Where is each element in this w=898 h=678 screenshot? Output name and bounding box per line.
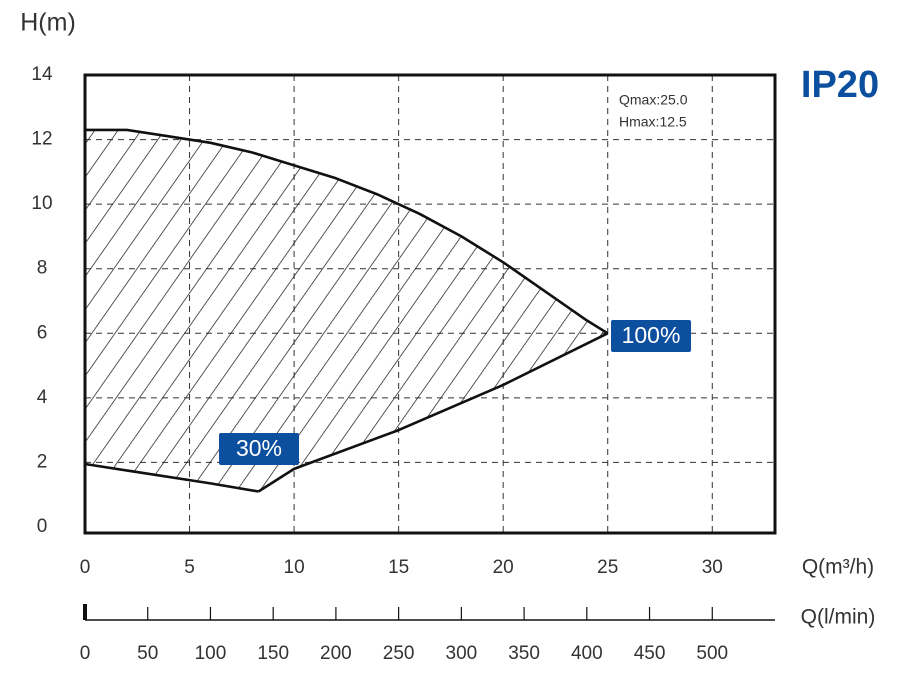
x-tick-label: 15 bbox=[388, 557, 409, 578]
x2-tick-label: 50 bbox=[137, 643, 158, 664]
x-tick-label: 20 bbox=[493, 557, 514, 578]
series-label: 100% bbox=[622, 322, 681, 348]
y-tick-label: 0 bbox=[37, 516, 48, 537]
x-tick-label: 0 bbox=[80, 557, 91, 578]
x2-tick-label: 100 bbox=[195, 643, 227, 664]
series-label-box bbox=[219, 433, 299, 465]
y-tick-label: 4 bbox=[37, 387, 48, 408]
y-tick-label: 8 bbox=[37, 258, 48, 279]
y-axis-label: H(m) bbox=[20, 9, 76, 37]
series-label-box bbox=[611, 320, 691, 352]
y-tick-label: 10 bbox=[31, 193, 52, 214]
curve bbox=[85, 128, 609, 335]
x2-tick-label: 250 bbox=[383, 643, 415, 664]
operating-range bbox=[85, 129, 608, 492]
y-tick-label: 14 bbox=[31, 64, 53, 85]
curve bbox=[257, 332, 609, 493]
x2-tick-label: 500 bbox=[696, 643, 728, 664]
x2-tick-label: 200 bbox=[320, 643, 352, 664]
chart-title: IP20 bbox=[801, 64, 879, 106]
series-label: 30% bbox=[236, 435, 282, 461]
x2-tick-label: 150 bbox=[257, 643, 289, 664]
x2-tick-label: 0 bbox=[80, 643, 91, 664]
x-tick-label: 25 bbox=[597, 557, 618, 578]
x2-tick-label: 450 bbox=[634, 643, 666, 664]
x-tick-label: 5 bbox=[184, 557, 195, 578]
x2-tick-label: 400 bbox=[571, 643, 603, 664]
x2-tick-label: 350 bbox=[508, 643, 540, 664]
annotation: Hmax:12.5 bbox=[619, 114, 687, 130]
annotation: Qmax:25.0 bbox=[619, 92, 688, 108]
y-tick-label: 12 bbox=[31, 129, 52, 150]
y-tick-label: 6 bbox=[37, 322, 48, 343]
y-tick-label: 2 bbox=[37, 451, 48, 472]
curve bbox=[84, 462, 259, 493]
plot-frame bbox=[83, 73, 777, 535]
x2-tick-label: 300 bbox=[446, 643, 478, 664]
x-tick-label: 30 bbox=[702, 557, 723, 578]
x2-axis-label: Q(l/min) bbox=[801, 606, 876, 629]
x-axis-label: Q(m³/h) bbox=[802, 556, 874, 579]
x-tick-label: 10 bbox=[284, 557, 305, 578]
